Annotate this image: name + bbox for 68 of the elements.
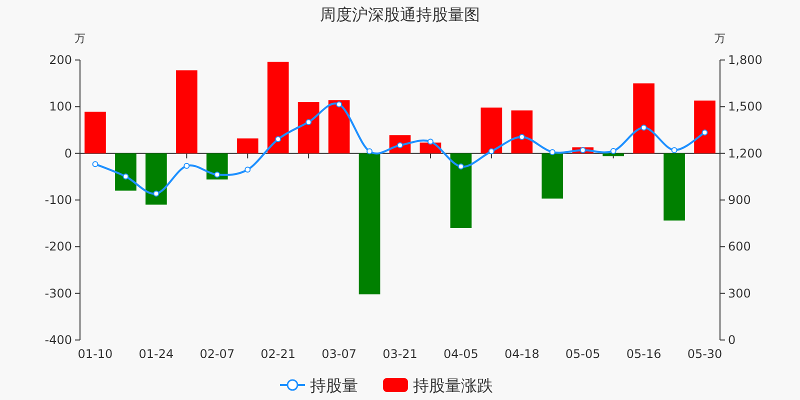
x-tick-label: 03-07 [322, 347, 356, 361]
point [640, 124, 647, 131]
bar [694, 100, 716, 154]
bar [664, 153, 685, 221]
bar [84, 112, 106, 154]
point [153, 190, 160, 197]
point [275, 136, 282, 142]
point [671, 147, 678, 154]
bar [236, 138, 258, 154]
point [702, 129, 708, 136]
point [366, 148, 373, 154]
legend-label: 持股量涨跌 [413, 376, 493, 395]
point [92, 161, 98, 168]
y2-tick-label: 600 [728, 240, 751, 254]
y2-tick-label: 1,500 [728, 100, 762, 114]
point [458, 164, 464, 170]
bar [115, 153, 136, 191]
y2-axis-title: 万 [714, 32, 726, 45]
x-tick-label: 01-24 [138, 347, 174, 361]
x-tick-label: 01-10 [78, 347, 113, 361]
point [549, 149, 556, 156]
bar [298, 102, 320, 154]
x-tick-label: 02-07 [200, 347, 235, 361]
x-tick-label: 05-30 [687, 347, 722, 361]
y2-tick-label: 300 [728, 286, 751, 300]
y2-tick-label: 1,800 [728, 53, 762, 67]
point [122, 174, 129, 180]
bar [176, 70, 198, 154]
y-tick-label: -300 [44, 286, 72, 300]
point [610, 148, 616, 154]
point [184, 162, 190, 169]
point [427, 138, 434, 145]
y-tick-label: -100 [44, 193, 72, 207]
x-tick-label: 02-21 [260, 347, 296, 361]
point [214, 172, 220, 178]
bar [267, 62, 289, 154]
y-tick-label: -400 [44, 333, 72, 347]
y-tick-label: -200 [44, 240, 72, 254]
y-tick-label: 100 [49, 100, 72, 114]
y-tick-label: 0 [64, 146, 72, 160]
bar [328, 100, 350, 154]
bar [542, 153, 564, 199]
legend-持股量: 持股量 [280, 376, 358, 395]
legend-label: 持股量 [310, 376, 358, 395]
point [244, 166, 251, 173]
bar [480, 108, 502, 154]
y-axis-title: 万 [74, 32, 86, 45]
point [580, 147, 586, 154]
x-tick-label: 05-05 [565, 347, 600, 361]
bar [633, 83, 654, 154]
x-tick-label: 03-21 [382, 347, 418, 361]
bar [511, 110, 533, 154]
y2-tick-label: 0 [728, 333, 736, 347]
x-tick-label: 04-18 [504, 347, 540, 361]
point [336, 101, 342, 108]
chart-title: 周度沪深股通持股量图 [320, 5, 480, 24]
bar [146, 153, 167, 205]
y2-tick-label: 900 [728, 193, 751, 207]
point [488, 148, 494, 154]
x-tick-label: 04-05 [444, 347, 478, 361]
y-tick-label: 200 [49, 53, 72, 67]
legend-持股量涨跌: 持股量涨跌 [383, 376, 493, 395]
bar [358, 153, 380, 294]
point [306, 119, 312, 126]
y2-tick-label: 1,200 [728, 146, 762, 160]
point [518, 134, 525, 140]
x-tick-label: 05-16 [626, 347, 662, 361]
bar [450, 153, 472, 228]
